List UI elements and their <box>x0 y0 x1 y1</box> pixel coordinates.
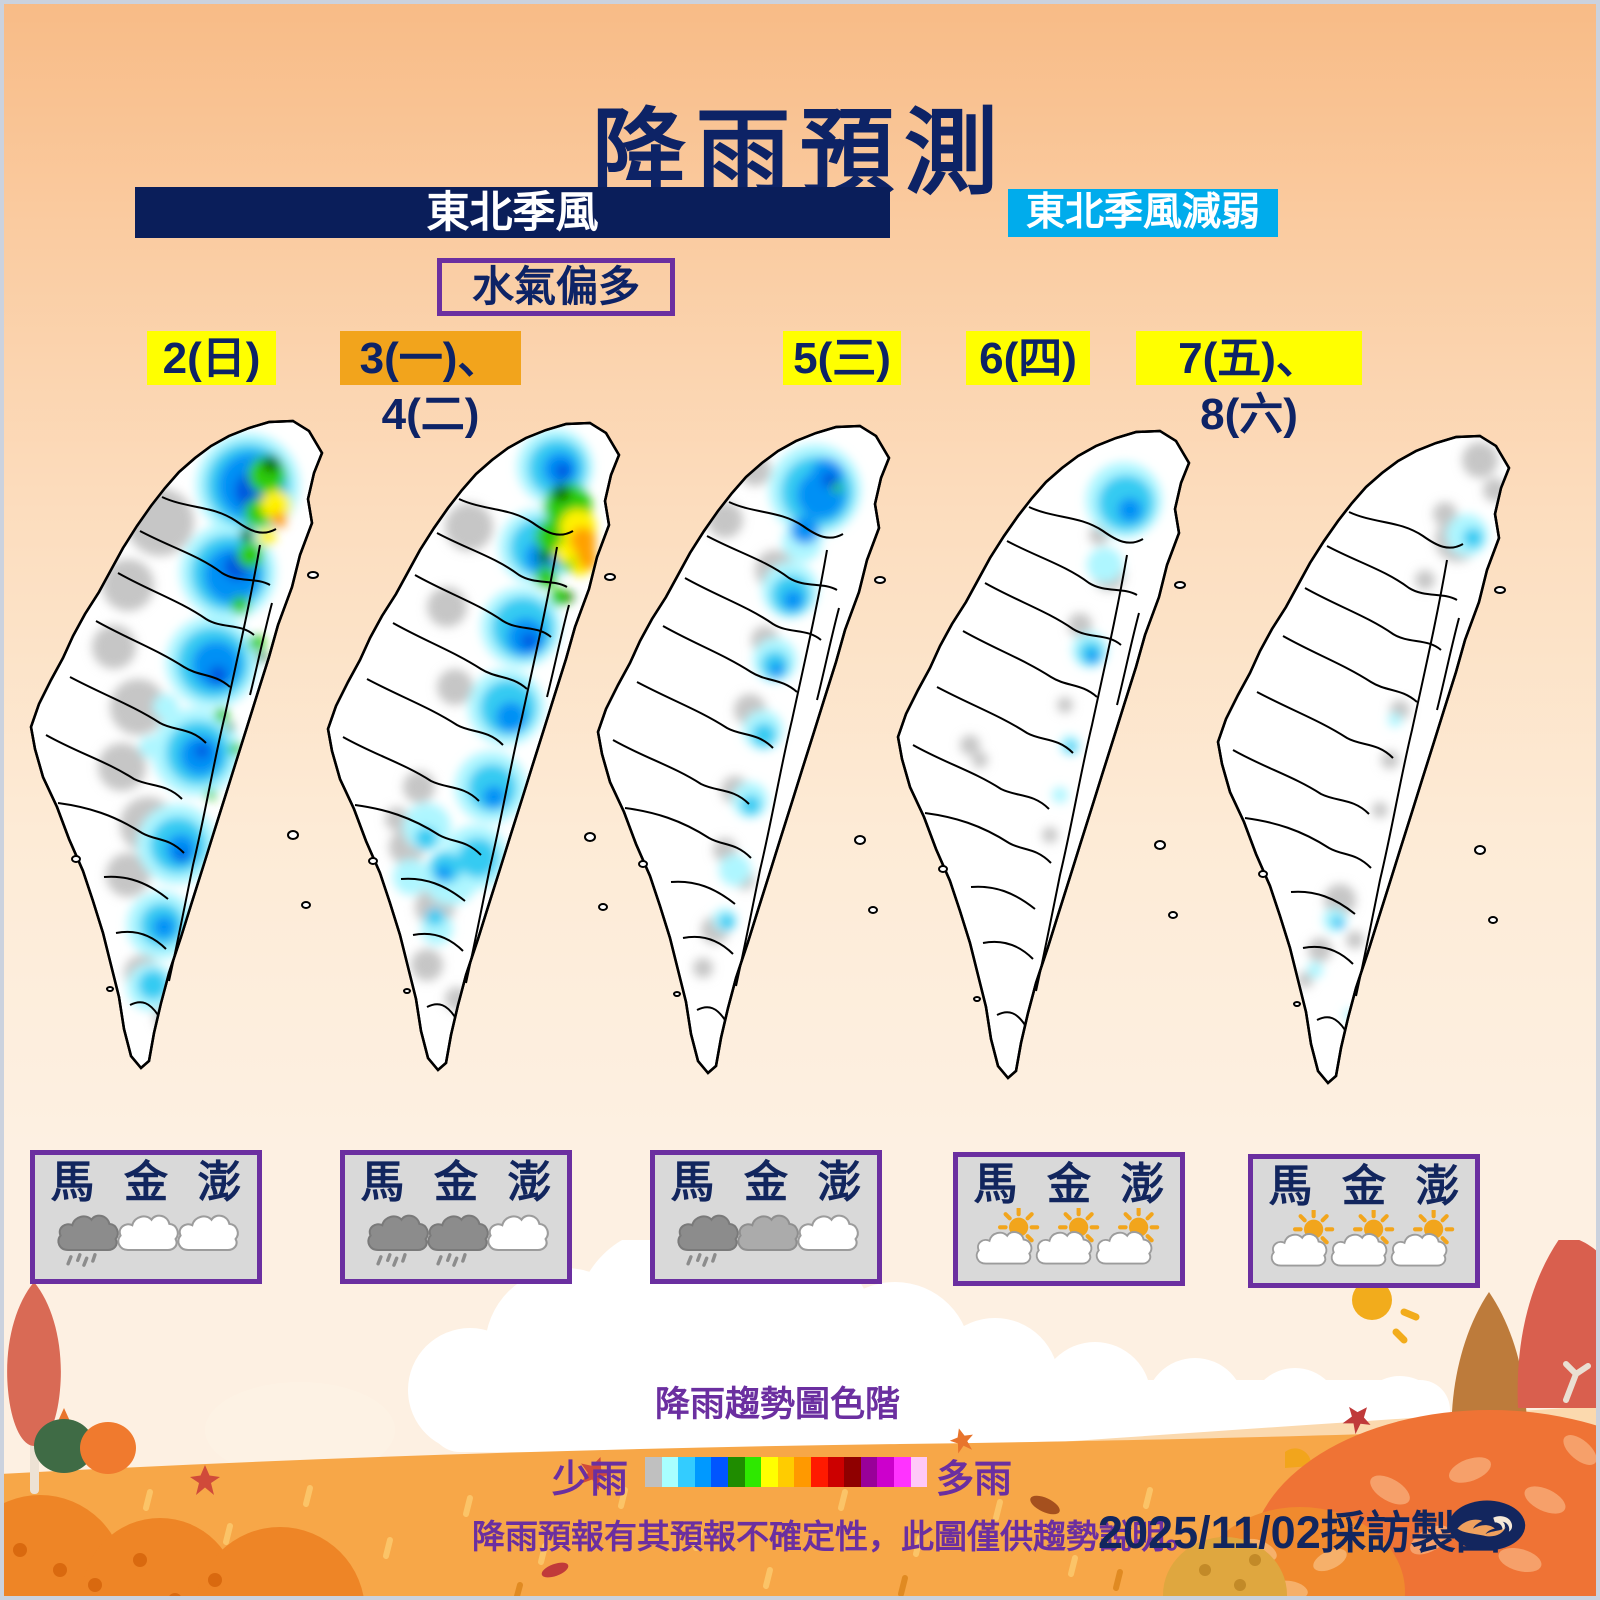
monsoon-weakening-banner: 東北季風減弱 <box>1008 189 1278 237</box>
weather-icon-row <box>676 1206 856 1272</box>
cloud-icon <box>479 1206 553 1272</box>
day-label-3-4: 3(一)、4(二) <box>340 331 521 439</box>
region-penghu: 澎 <box>507 1158 552 1207</box>
day-label-2-sun: 2(日) <box>147 331 276 385</box>
region-penghu: 澎 <box>1415 1162 1460 1211</box>
region-penghu: 澎 <box>1120 1160 1165 1209</box>
legend-swatch <box>877 1457 894 1487</box>
monsoon-banner-label: 東北季風 <box>426 189 599 237</box>
moisture-note-box: 水氣偏多 <box>437 258 675 316</box>
orange-bush <box>80 1422 136 1474</box>
sun-cloud-icon <box>1387 1210 1461 1276</box>
dotted-bushes-left <box>0 1495 365 1600</box>
legend-swatch <box>711 1457 728 1487</box>
region-kinmen: 金 <box>124 1158 168 1207</box>
green-bush <box>34 1419 94 1473</box>
region-penghu: 澎 <box>197 1158 242 1207</box>
legend-swatch <box>727 1457 745 1487</box>
legend-swatch <box>694 1457 712 1487</box>
rain-color-scale <box>645 1457 928 1487</box>
tall-red-tree <box>1517 1240 1600 1408</box>
offshore-forecast-box-day-5: 馬 金 澎 <box>650 1150 882 1284</box>
legend-swatch <box>844 1457 861 1487</box>
region-matsu: 馬 <box>50 1158 95 1207</box>
day-label-7-8: 7(五)、8(六) <box>1136 331 1362 439</box>
right-bushes <box>1163 1410 1600 1600</box>
offshore-forecast-box-day-3-4: 馬 金 澎 <box>340 1150 572 1284</box>
legend-swatch <box>661 1457 679 1487</box>
clouds <box>205 1240 1450 1478</box>
region-matsu: 馬 <box>973 1160 1018 1209</box>
legend-swatch <box>744 1457 762 1487</box>
weather-icon-row <box>56 1206 236 1272</box>
legend-swatch <box>777 1457 795 1487</box>
sun-decoration <box>1352 1280 1420 1344</box>
offshore-region-labels: 馬 金 澎 <box>1268 1162 1460 1211</box>
legend-low-label: 少雨 <box>552 1459 629 1501</box>
red-tree <box>7 1282 61 1494</box>
offshore-region-labels: 馬 金 澎 <box>670 1158 862 1207</box>
cwa-logo-icon <box>1448 1500 1526 1551</box>
sun-cloud-icon <box>1092 1208 1166 1274</box>
monsoon-banner: 東北季風 <box>135 187 890 238</box>
region-matsu: 馬 <box>1268 1162 1313 1211</box>
credit-date-text: 2025/11/02採訪製圖 <box>1098 1507 1501 1558</box>
day-label-6-thu: 6(四) <box>966 331 1090 385</box>
monsoon-weakening-label: 東北季風減弱 <box>1025 191 1260 234</box>
autumn-scene-illustration <box>0 1240 1600 1600</box>
offshore-forecast-box-day-2: 馬 金 澎 <box>30 1150 262 1284</box>
offshore-forecast-box-day-6: 馬 金 澎 <box>953 1152 1185 1286</box>
rain-map-day-5 <box>596 424 891 1075</box>
region-kinmen: 金 <box>434 1158 478 1207</box>
offshore-region-labels: 馬 金 澎 <box>973 1160 1165 1209</box>
cloud-icon <box>169 1206 243 1272</box>
legend-swatch <box>810 1457 828 1487</box>
legend-swatch <box>860 1457 878 1487</box>
legend-swatch <box>827 1457 845 1487</box>
fallen-leaves <box>190 1406 1371 1578</box>
offshore-region-labels: 馬 金 澎 <box>50 1158 242 1207</box>
legend-swatch <box>893 1457 911 1487</box>
legend-swatch <box>678 1457 695 1487</box>
region-kinmen: 金 <box>1342 1162 1386 1211</box>
region-kinmen: 金 <box>1047 1160 1091 1209</box>
day-label-5-wed: 5(三) <box>783 331 901 385</box>
rain-map-day-2 <box>29 419 324 1070</box>
region-penghu: 澎 <box>817 1158 862 1207</box>
rain-map-day-3-4 <box>326 421 621 1072</box>
legend-swatch <box>910 1457 928 1487</box>
offshore-forecast-box-day-7-8: 馬 金 澎 <box>1248 1154 1480 1288</box>
weather-icon-row <box>1274 1210 1454 1276</box>
region-matsu: 馬 <box>360 1158 405 1207</box>
disclaimer-text: 降雨預報有其預報不確定性，此圖僅供趨勢說明。 <box>472 1518 1198 1555</box>
weather-icon-row <box>979 1208 1159 1274</box>
region-matsu: 馬 <box>670 1158 715 1207</box>
legend-swatch <box>794 1457 811 1487</box>
cloud-icon <box>789 1206 863 1272</box>
region-kinmen: 金 <box>744 1158 788 1207</box>
moisture-note-label: 水氣偏多 <box>471 263 640 310</box>
offshore-region-labels: 馬 金 澎 <box>360 1158 552 1207</box>
legend-title: 降雨趨勢圖色階 <box>655 1385 901 1424</box>
weather-icon-row <box>366 1206 546 1272</box>
legend-high-label: 多雨 <box>936 1459 1013 1501</box>
rain-map-day-6 <box>896 429 1191 1080</box>
legend-swatch <box>645 1457 662 1487</box>
rain-map-day-7-8 <box>1216 434 1511 1085</box>
legend-swatch <box>761 1457 778 1487</box>
